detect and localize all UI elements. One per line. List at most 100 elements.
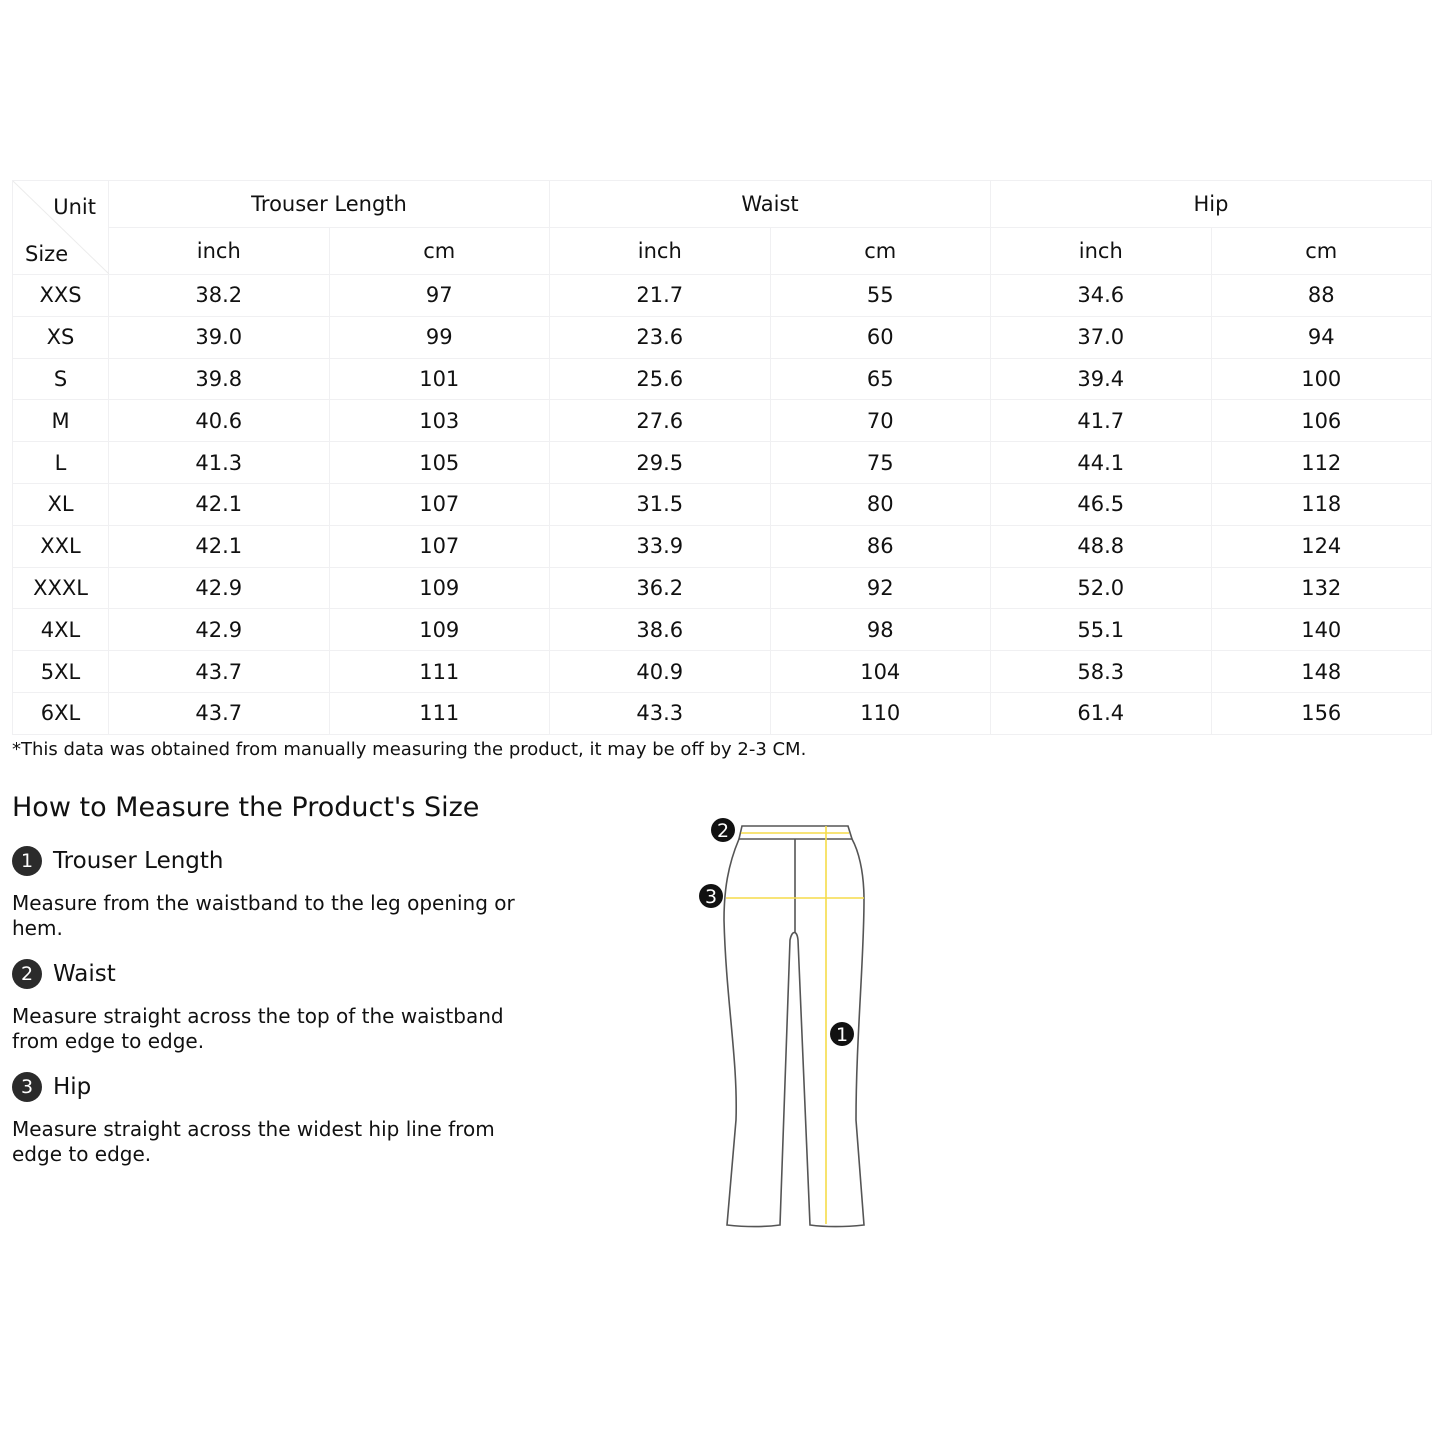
value-cell: 132 bbox=[1210, 566, 1432, 610]
value-cell: 39.8 bbox=[108, 357, 330, 401]
unit-header: inch bbox=[549, 227, 771, 275]
size-cell: XS bbox=[12, 315, 109, 359]
table-row: XL 42.1 107 31.5 80 46.5 118 bbox=[12, 482, 1432, 526]
step-number-icon: 3 bbox=[12, 1072, 42, 1102]
value-cell: 55 bbox=[769, 274, 991, 317]
value-cell: 99 bbox=[328, 315, 550, 359]
value-cell: 111 bbox=[328, 691, 550, 735]
table-row: XXL 42.1 107 33.9 86 48.8 124 bbox=[12, 524, 1432, 568]
value-cell: 94 bbox=[1210, 315, 1432, 359]
table-row: S 39.8 101 25.6 65 39.4 100 bbox=[12, 357, 1432, 401]
value-cell: 43.3 bbox=[549, 691, 771, 735]
step-description: Measure straight across the top of the w… bbox=[12, 1004, 504, 1053]
value-cell: 92 bbox=[769, 566, 991, 610]
step-title: Waist bbox=[53, 961, 116, 987]
value-cell: 103 bbox=[328, 399, 550, 443]
howto-title: How to Measure the Product's Size bbox=[12, 792, 480, 823]
value-cell: 40.9 bbox=[549, 650, 771, 693]
value-cell: 65 bbox=[769, 357, 991, 401]
value-cell: 109 bbox=[328, 566, 550, 610]
value-cell: 36.2 bbox=[549, 566, 771, 610]
value-cell: 105 bbox=[328, 441, 550, 484]
value-cell: 110 bbox=[769, 691, 991, 735]
unit-label: Unit bbox=[53, 195, 96, 219]
measure-lines bbox=[726, 826, 864, 1224]
step-title: Trouser Length bbox=[53, 848, 224, 874]
value-cell: 31.5 bbox=[549, 482, 771, 526]
step-waist: 2 Waist bbox=[12, 959, 116, 989]
value-cell: 21.7 bbox=[549, 274, 771, 317]
value-cell: 58.3 bbox=[990, 650, 1212, 693]
value-cell: 48.8 bbox=[990, 524, 1212, 568]
value-cell: 88 bbox=[1210, 274, 1432, 317]
value-cell: 37.0 bbox=[990, 315, 1212, 359]
unit-header: cm bbox=[328, 227, 550, 275]
value-cell: 43.7 bbox=[108, 691, 330, 735]
value-cell: 124 bbox=[1210, 524, 1432, 568]
svg-text:1: 1 bbox=[836, 1024, 848, 1046]
value-cell: 61.4 bbox=[990, 691, 1212, 735]
value-cell: 97 bbox=[328, 274, 550, 317]
unit-header: cm bbox=[769, 227, 991, 275]
value-cell: 25.6 bbox=[549, 357, 771, 401]
table-row: M 40.6 103 27.6 70 41.7 106 bbox=[12, 399, 1432, 443]
step-description: Measure from the waistband to the leg op… bbox=[12, 891, 515, 940]
value-cell: 46.5 bbox=[990, 482, 1212, 526]
size-cell: XXS bbox=[12, 274, 109, 317]
value-cell: 107 bbox=[328, 482, 550, 526]
unit-header: inch bbox=[108, 227, 330, 275]
table-row: XXXL 42.9 109 36.2 92 52.0 132 bbox=[12, 566, 1432, 610]
value-cell: 52.0 bbox=[990, 566, 1212, 610]
unit-header: inch bbox=[990, 227, 1212, 275]
group-header: Waist bbox=[549, 180, 991, 228]
table-row: 6XL 43.7 111 43.3 110 61.4 156 bbox=[12, 691, 1432, 735]
step-title: Hip bbox=[53, 1074, 92, 1100]
value-cell: 42.1 bbox=[108, 482, 330, 526]
size-cell: 4XL bbox=[12, 608, 109, 652]
value-cell: 98 bbox=[769, 608, 991, 652]
step-description: Measure straight across the widest hip l… bbox=[12, 1117, 495, 1166]
group-header: Hip bbox=[990, 180, 1432, 228]
group-header: Trouser Length bbox=[108, 180, 550, 228]
value-cell: 148 bbox=[1210, 650, 1432, 693]
value-cell: 29.5 bbox=[549, 441, 771, 484]
value-cell: 41.7 bbox=[990, 399, 1212, 443]
value-cell: 109 bbox=[328, 608, 550, 652]
step-number-icon: 2 bbox=[12, 959, 42, 989]
value-cell: 41.3 bbox=[108, 441, 330, 484]
table-row: XS 39.0 99 23.6 60 37.0 94 bbox=[12, 315, 1432, 359]
table-row: 4XL 42.9 109 38.6 98 55.1 140 bbox=[12, 608, 1432, 652]
measurement-note: *This data was obtained from manually me… bbox=[12, 739, 807, 760]
size-cell: 6XL bbox=[12, 691, 109, 735]
marker-3-icon: 3 bbox=[699, 884, 723, 908]
value-cell: 104 bbox=[769, 650, 991, 693]
value-cell: 34.6 bbox=[990, 274, 1212, 317]
size-cell: XL bbox=[12, 482, 109, 526]
step-trouser-length: 1 Trouser Length bbox=[12, 846, 224, 876]
unit-header: cm bbox=[1210, 227, 1432, 275]
value-cell: 40.6 bbox=[108, 399, 330, 443]
trousers-outline bbox=[723, 825, 865, 1228]
value-cell: 44.1 bbox=[990, 441, 1212, 484]
value-cell: 42.1 bbox=[108, 524, 330, 568]
marker-1-icon: 1 bbox=[830, 1022, 854, 1046]
table-row: 5XL 43.7 111 40.9 104 58.3 148 bbox=[12, 650, 1432, 693]
size-chart-table: Unit Size Trouser Length Waist Hip inch c… bbox=[12, 180, 1432, 735]
corner-header: Unit Size bbox=[12, 180, 109, 275]
svg-text:2: 2 bbox=[717, 820, 729, 842]
table-row: XXS 38.2 97 21.7 55 34.6 88 bbox=[12, 274, 1432, 317]
size-label: Size bbox=[25, 242, 69, 266]
value-cell: 156 bbox=[1210, 691, 1432, 735]
step-hip: 3 Hip bbox=[12, 1072, 91, 1102]
value-cell: 60 bbox=[769, 315, 991, 359]
value-cell: 39.4 bbox=[990, 357, 1212, 401]
value-cell: 39.0 bbox=[108, 315, 330, 359]
size-cell: M bbox=[12, 399, 109, 443]
value-cell: 70 bbox=[769, 399, 991, 443]
svg-text:3: 3 bbox=[705, 886, 717, 908]
diagonal-divider bbox=[13, 181, 109, 274]
value-cell: 38.2 bbox=[108, 274, 330, 317]
size-cell: S bbox=[12, 357, 109, 401]
value-cell: 101 bbox=[328, 357, 550, 401]
